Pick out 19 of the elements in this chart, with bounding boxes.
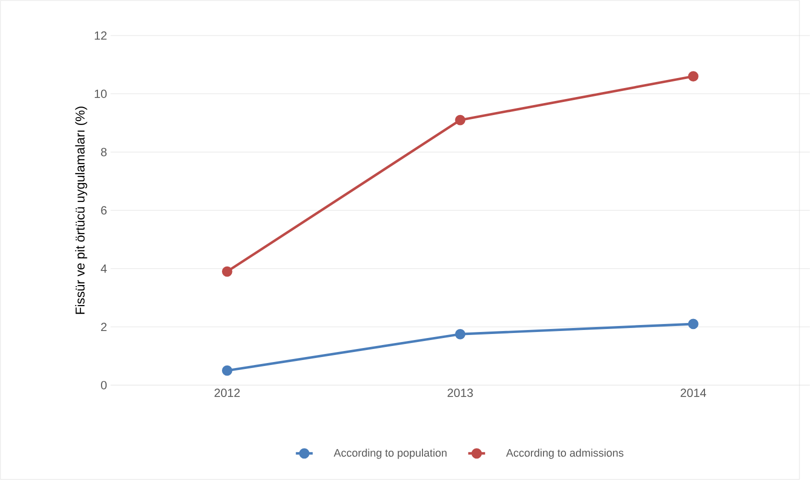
y-tick-label: 10 bbox=[94, 90, 107, 98]
x-tick-label: 2012 bbox=[214, 388, 240, 398]
point bbox=[688, 71, 698, 82]
y-tick-label: 0 bbox=[100, 380, 107, 390]
point bbox=[455, 114, 466, 126]
point bbox=[688, 318, 698, 330]
point bbox=[222, 266, 232, 277]
y-tick-label: 4 bbox=[100, 264, 107, 273]
y-tick-label: 6 bbox=[101, 206, 107, 215]
y-tick-label: 2 bbox=[101, 322, 107, 332]
y-tick-label: 8 bbox=[101, 148, 107, 156]
x-tick-label: 2014 bbox=[680, 388, 706, 398]
y-tick-label: 12 bbox=[94, 31, 107, 40]
legend-label: According to admissions bbox=[506, 448, 624, 459]
y-axis-title: Fissür ve pit örtücü uygulamaları (%) bbox=[75, 106, 88, 314]
x-tick-label: 2013 bbox=[448, 388, 473, 398]
point bbox=[222, 365, 232, 376]
point bbox=[455, 328, 466, 340]
legend-label: According to population bbox=[334, 448, 447, 459]
